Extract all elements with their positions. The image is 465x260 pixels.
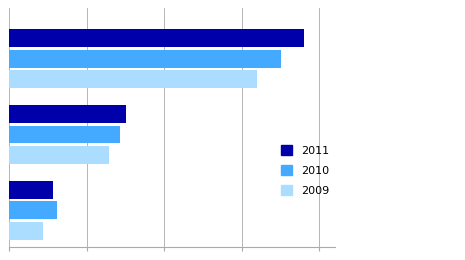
Bar xyxy=(9,181,53,199)
Bar xyxy=(9,105,126,123)
Bar xyxy=(9,50,280,68)
Bar xyxy=(9,29,304,47)
Bar xyxy=(9,222,43,240)
Bar xyxy=(9,126,120,144)
Bar xyxy=(9,146,108,164)
Bar xyxy=(9,70,257,88)
Legend: 2011, 2010, 2009: 2011, 2010, 2009 xyxy=(281,145,329,196)
Bar xyxy=(9,201,57,219)
